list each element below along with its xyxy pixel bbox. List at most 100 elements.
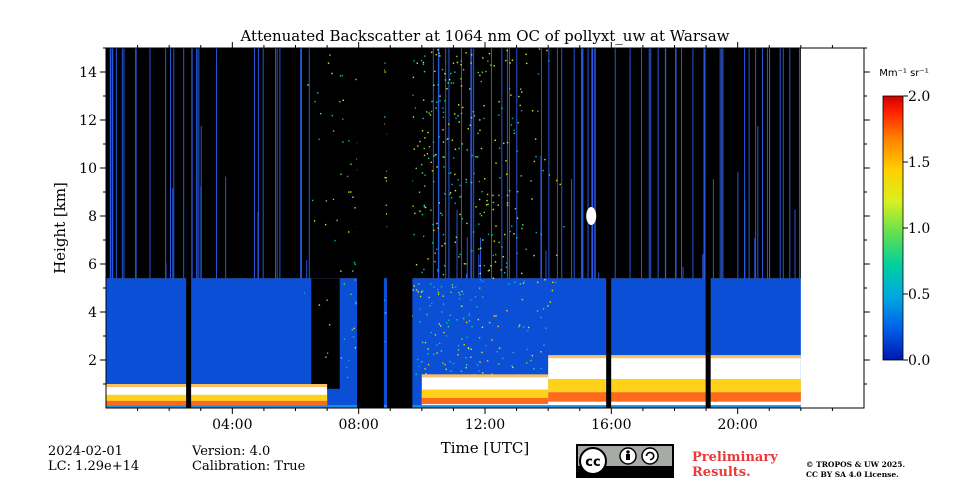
- signal-speckle: [433, 353, 435, 355]
- signal-speckle: [468, 312, 471, 315]
- signal-speckle: [498, 114, 500, 116]
- cloud-feature: [586, 207, 597, 225]
- signal-speckle: [430, 161, 433, 163]
- y-tick-label: 2: [88, 353, 97, 369]
- signal-speckle: [436, 222, 438, 225]
- signal-speckle: [479, 213, 481, 215]
- signal-speckle: [458, 291, 460, 294]
- signal-speckle: [548, 174, 551, 176]
- signal-speckle: [526, 348, 528, 351]
- x-tick-label: 04:00: [212, 417, 252, 433]
- noise-streak: [456, 209, 458, 279]
- noise-streak: [279, 48, 281, 279]
- signal-speckle: [438, 342, 441, 345]
- signal-speckle: [455, 236, 458, 238]
- signal-speckle: [441, 214, 443, 216]
- signal-speckle: [448, 78, 451, 81]
- noise-streak: [761, 48, 763, 279]
- noise-streak: [445, 48, 447, 279]
- signal-speckle: [513, 233, 515, 235]
- signal-speckle: [530, 180, 532, 182]
- signal-speckle: [506, 173, 508, 175]
- signal-speckle: [521, 91, 523, 93]
- signal-speckle: [326, 352, 329, 354]
- aerosol-layer: [106, 384, 328, 387]
- signal-speckle: [442, 295, 444, 297]
- signal-speckle: [479, 119, 481, 121]
- signal-speckle: [442, 141, 445, 143]
- signal-speckle: [412, 94, 414, 97]
- signal-speckle: [470, 54, 473, 56]
- signal-speckle: [456, 319, 458, 321]
- signal-speckle: [452, 362, 455, 365]
- x-tick-label: 20:00: [717, 417, 757, 433]
- signal-speckle: [465, 181, 467, 184]
- signal-speckle: [493, 65, 495, 67]
- signal-speckle: [385, 177, 387, 179]
- signal-speckle: [525, 248, 527, 251]
- signal-speckle: [427, 157, 430, 160]
- signal-speckle: [491, 339, 493, 341]
- y-axis-label: Height [km]: [51, 182, 69, 274]
- signal-speckle: [525, 62, 528, 65]
- signal-speckle: [511, 365, 513, 367]
- signal-speckle: [424, 55, 426, 57]
- noise-streak: [438, 48, 440, 279]
- signal-speckle: [462, 106, 464, 109]
- signal-speckle: [424, 174, 426, 176]
- signal-speckle: [563, 226, 565, 228]
- signal-speckle: [487, 60, 489, 62]
- signal-speckle: [436, 352, 438, 354]
- signal-speckle: [501, 107, 503, 110]
- signal-speckle: [465, 263, 467, 265]
- signal-speckle: [460, 195, 462, 197]
- noise-streak: [470, 48, 472, 279]
- signal-speckle: [481, 71, 484, 73]
- noise-streak: [680, 48, 682, 279]
- signal-speckle: [384, 340, 387, 343]
- signal-speckle: [479, 129, 481, 132]
- signal-speckle: [437, 84, 439, 86]
- signal-speckle: [450, 172, 452, 174]
- signal-speckle: [543, 344, 545, 346]
- signal-speckle: [416, 358, 419, 361]
- signal-speckle: [413, 148, 415, 150]
- signal-speckle: [423, 268, 425, 271]
- signal-speckle: [552, 281, 554, 284]
- signal-speckle: [480, 279, 482, 281]
- signal-speckle: [451, 183, 453, 186]
- signal-speckle: [533, 254, 535, 257]
- noise-streak: [165, 48, 167, 279]
- noise-streak: [755, 48, 757, 279]
- signal-speckle: [421, 130, 424, 132]
- noise-streak: [582, 48, 584, 279]
- signal-speckle: [354, 279, 357, 281]
- signal-speckle: [473, 115, 476, 117]
- signal-speckle: [437, 270, 439, 273]
- signal-speckle: [421, 163, 423, 166]
- signal-speckle: [384, 312, 387, 314]
- noise-streak: [587, 48, 589, 279]
- signal-speckle: [445, 322, 448, 324]
- colorbar-tick-label: 0.0: [908, 353, 930, 369]
- signal-speckle: [417, 291, 419, 293]
- signal-speckle: [438, 323, 440, 325]
- signal-speckle: [447, 325, 450, 328]
- signal-speckle: [520, 110, 523, 112]
- signal-speckle: [413, 60, 415, 62]
- noise-streak: [702, 253, 704, 279]
- colorbar-unit-label: Mm⁻¹ sr⁻¹: [879, 68, 928, 79]
- signal-speckle: [413, 233, 415, 236]
- signal-speckle: [457, 115, 459, 117]
- signal-speckle: [350, 163, 352, 166]
- signal-speckle: [480, 80, 482, 83]
- noise-streak: [757, 126, 759, 279]
- signal-speckle: [492, 194, 494, 197]
- signal-speckle: [487, 270, 490, 272]
- noise-streak: [594, 48, 596, 279]
- signal-speckle: [443, 166, 445, 168]
- signal-speckle: [457, 179, 460, 181]
- signal-speckle: [353, 261, 356, 264]
- signal-speckle: [546, 49, 548, 52]
